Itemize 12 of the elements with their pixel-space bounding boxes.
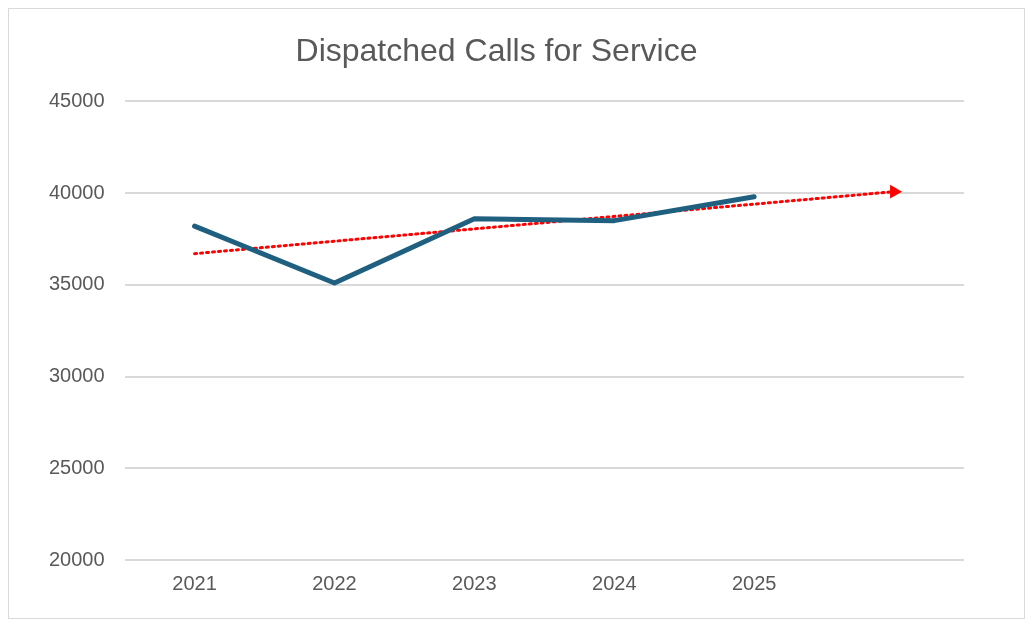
chart-title: Dispatched Calls for Service: [295, 32, 698, 69]
x-tick-label: 2024: [592, 571, 637, 594]
x-tick-label: 2022: [312, 571, 357, 594]
x-tick-label: 2021: [172, 571, 217, 594]
y-tick-label: 45000: [48, 88, 105, 111]
y-tick-label: 35000: [48, 272, 105, 295]
x-tick-label: 2025: [731, 571, 777, 594]
y-tick-label: 25000: [48, 455, 105, 478]
y-tick-label: 40000: [48, 180, 105, 203]
y-tick-label: 30000: [48, 364, 105, 387]
x-tick-label: 2023: [452, 571, 497, 594]
y-tick-label: 20000: [48, 547, 105, 570]
